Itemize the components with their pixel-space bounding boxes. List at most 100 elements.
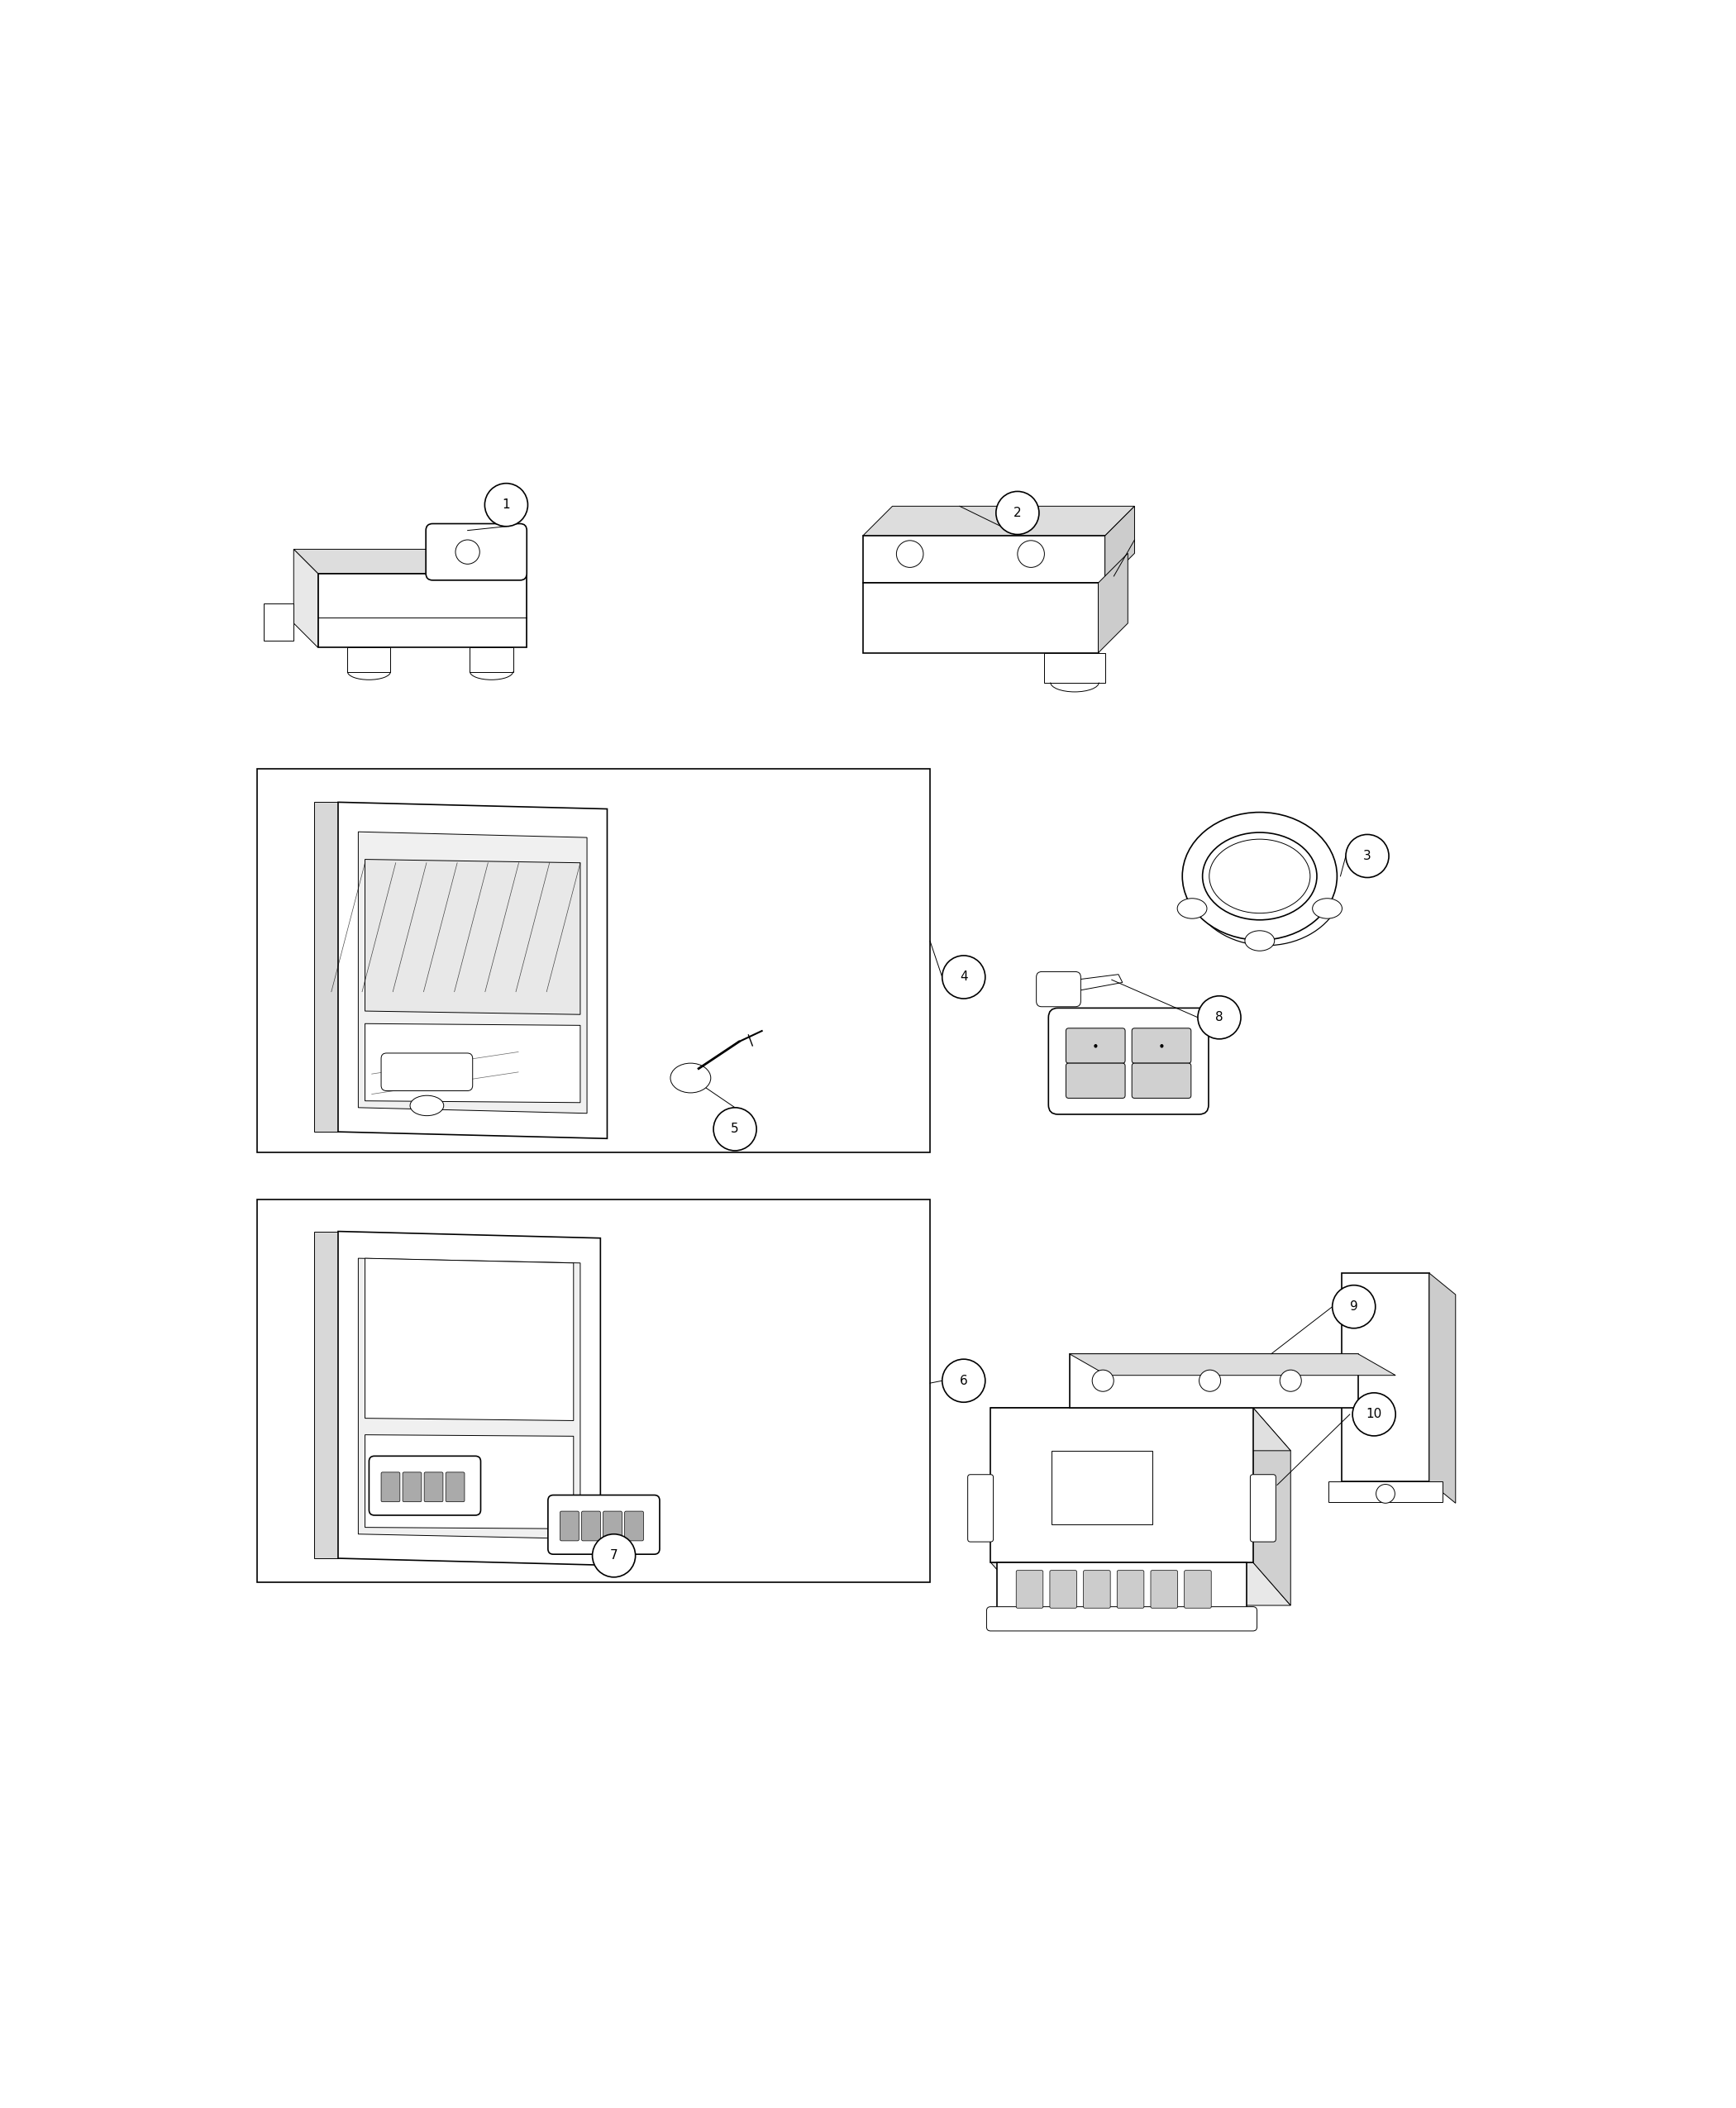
Polygon shape: [1045, 653, 1106, 683]
FancyBboxPatch shape: [1066, 1029, 1125, 1062]
Polygon shape: [1429, 1273, 1455, 1503]
Text: 9: 9: [1351, 1301, 1358, 1313]
Polygon shape: [264, 603, 293, 641]
FancyBboxPatch shape: [382, 1054, 472, 1090]
Ellipse shape: [1182, 812, 1337, 940]
FancyBboxPatch shape: [446, 1471, 465, 1501]
Text: ●: ●: [1094, 1043, 1097, 1048]
Polygon shape: [996, 1562, 1246, 1613]
Polygon shape: [1050, 1450, 1153, 1524]
FancyBboxPatch shape: [1066, 1062, 1125, 1098]
FancyBboxPatch shape: [382, 1471, 399, 1501]
Circle shape: [1017, 540, 1045, 567]
FancyBboxPatch shape: [1132, 1029, 1191, 1062]
Polygon shape: [314, 1231, 339, 1558]
Polygon shape: [339, 1231, 601, 1564]
Polygon shape: [1069, 1353, 1358, 1408]
Ellipse shape: [410, 1096, 444, 1115]
FancyBboxPatch shape: [582, 1511, 601, 1541]
Polygon shape: [1069, 1353, 1396, 1374]
Ellipse shape: [1312, 898, 1342, 919]
Polygon shape: [1099, 552, 1128, 653]
FancyBboxPatch shape: [549, 1495, 660, 1554]
FancyBboxPatch shape: [424, 1471, 443, 1501]
Ellipse shape: [1203, 833, 1318, 919]
Polygon shape: [991, 1562, 1290, 1606]
FancyBboxPatch shape: [561, 1511, 578, 1541]
Polygon shape: [347, 647, 391, 672]
Text: 2: 2: [1014, 506, 1021, 519]
Text: 5: 5: [731, 1124, 740, 1136]
Text: 7: 7: [609, 1549, 618, 1562]
FancyBboxPatch shape: [370, 1457, 481, 1516]
FancyBboxPatch shape: [1083, 1570, 1111, 1608]
Circle shape: [1377, 1484, 1396, 1503]
Polygon shape: [1328, 1482, 1443, 1501]
Circle shape: [713, 1107, 757, 1151]
Polygon shape: [365, 1024, 580, 1102]
Polygon shape: [365, 860, 580, 1014]
Ellipse shape: [1245, 930, 1274, 951]
Text: 1: 1: [502, 500, 510, 510]
Polygon shape: [502, 550, 526, 647]
Polygon shape: [863, 535, 1104, 584]
Circle shape: [484, 483, 528, 527]
Polygon shape: [1045, 974, 1123, 993]
Polygon shape: [314, 803, 339, 1132]
Text: ●: ●: [1160, 1043, 1163, 1048]
Circle shape: [1279, 1370, 1302, 1391]
Circle shape: [1092, 1370, 1115, 1391]
Circle shape: [1332, 1286, 1375, 1328]
Circle shape: [943, 1360, 986, 1402]
Circle shape: [1352, 1393, 1396, 1436]
Text: 3: 3: [1363, 850, 1371, 862]
FancyBboxPatch shape: [1116, 1570, 1144, 1608]
Polygon shape: [991, 1408, 1253, 1562]
Polygon shape: [863, 584, 1099, 653]
FancyBboxPatch shape: [1250, 1476, 1276, 1541]
Text: 4: 4: [960, 972, 967, 982]
FancyBboxPatch shape: [1050, 1570, 1076, 1608]
Circle shape: [455, 540, 479, 565]
FancyBboxPatch shape: [1184, 1570, 1212, 1608]
FancyBboxPatch shape: [986, 1606, 1257, 1632]
FancyBboxPatch shape: [403, 1471, 422, 1501]
Polygon shape: [991, 1408, 1290, 1450]
Polygon shape: [318, 573, 526, 647]
FancyBboxPatch shape: [1049, 1008, 1208, 1115]
Polygon shape: [293, 550, 526, 573]
Text: 6: 6: [960, 1374, 967, 1387]
Circle shape: [996, 491, 1040, 535]
FancyBboxPatch shape: [1151, 1570, 1177, 1608]
Polygon shape: [1342, 1273, 1429, 1482]
Circle shape: [1345, 835, 1389, 877]
Polygon shape: [358, 1258, 580, 1539]
Polygon shape: [863, 506, 1135, 535]
Polygon shape: [365, 1436, 573, 1528]
FancyBboxPatch shape: [625, 1511, 644, 1541]
FancyBboxPatch shape: [1036, 972, 1082, 1008]
Polygon shape: [339, 803, 608, 1138]
Ellipse shape: [670, 1062, 710, 1092]
Polygon shape: [470, 647, 514, 672]
Text: 8: 8: [1215, 1012, 1224, 1024]
Polygon shape: [1104, 506, 1135, 584]
FancyBboxPatch shape: [425, 523, 526, 580]
Polygon shape: [1253, 1408, 1290, 1606]
Polygon shape: [257, 1199, 930, 1583]
FancyBboxPatch shape: [602, 1511, 621, 1541]
Polygon shape: [257, 769, 930, 1151]
FancyBboxPatch shape: [1016, 1570, 1043, 1608]
Circle shape: [896, 540, 924, 567]
FancyBboxPatch shape: [1132, 1062, 1191, 1098]
Circle shape: [943, 955, 986, 999]
Circle shape: [592, 1535, 635, 1577]
Polygon shape: [293, 550, 318, 647]
FancyBboxPatch shape: [967, 1476, 993, 1541]
Ellipse shape: [1210, 839, 1311, 913]
Circle shape: [1200, 1370, 1220, 1391]
Polygon shape: [365, 1258, 573, 1421]
Ellipse shape: [1177, 898, 1207, 919]
Polygon shape: [358, 833, 587, 1113]
Circle shape: [1198, 995, 1241, 1039]
